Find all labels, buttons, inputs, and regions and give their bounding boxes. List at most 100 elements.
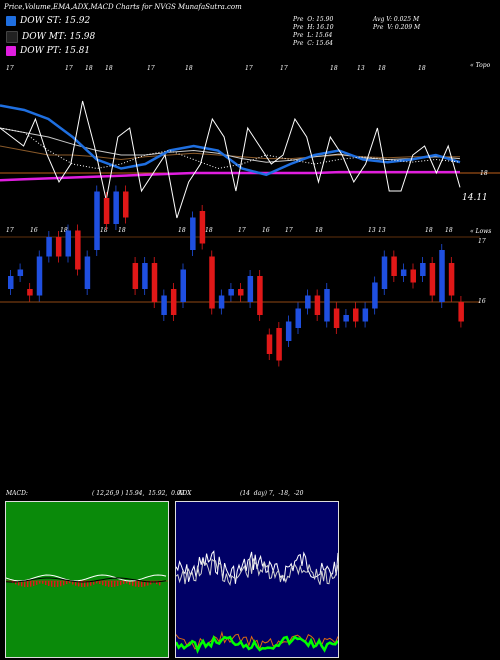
top-corner-label: « Topo [470,62,491,69]
macd-histogram [12,581,161,587]
macd-hist-bar [84,581,86,587]
top-right-value: 18 [480,170,488,177]
macd-hist-bar [27,581,29,587]
candle-body [391,256,397,276]
macd-hist-bar [129,581,131,585]
macd-hist-bar [99,581,101,584]
macd-hist-bar [69,581,71,584]
candle-tick-label: 18 [445,227,453,234]
macd-hist-bar [156,581,158,585]
macd-hist-bar [60,581,62,587]
legend-swatch-mt [6,31,18,43]
candle-body [209,256,215,309]
candle-body [103,198,110,224]
candle-body [420,263,426,276]
macd-params: ( 12,26,9 ) 15.94, 15.92, 0.02 [92,490,185,497]
candle-tick-labels: 17 16 18 18 18 18 18 17 16 17 18 13 13 18 18 [6,227,453,234]
legend-label-pt: DOW PT: 15.81 [20,46,91,56]
adx-params: (14 day) 7, -18, -20 [240,490,304,497]
macd-hist-bar [24,581,26,587]
candle-body [381,256,388,289]
macd-hist-bar [132,581,134,586]
candle-body [362,308,369,322]
candle-body [8,276,14,289]
macd-hist-bar [39,581,41,584]
candle-body [170,289,177,315]
ohlc-low: Pre L: 15.64 [293,32,333,39]
macd-hist-bar [102,581,104,586]
macd-hist-bar [144,581,146,587]
legend-dow-mt: DOW MT: 15.98 [6,31,95,43]
candle-tick-label: 13 [378,227,386,234]
macd-hist-bar [30,581,32,587]
macd-hist-bar [114,581,116,587]
adx-panel [175,501,339,658]
candle-right-label-2: 16 [478,298,486,305]
candle-body [372,282,378,309]
price-dotted-line [0,127,461,170]
candle-body [142,263,148,289]
legend-swatch-pt [6,46,16,56]
macd-hist-bar [33,581,35,586]
top-tick-label: 17 [245,65,253,72]
macd-hist-bar [126,581,128,584]
macd-hist-bar [78,581,80,587]
top-tick-label: 18 [105,65,113,72]
macd-label: MACD: [6,490,28,497]
ohlc-high: Pre H: 16.10 [293,24,334,31]
macd-hist-bar [135,581,137,587]
top-tick-label: 18 [185,65,193,72]
adx-plus-di-line [176,634,338,654]
macd-hist-bar [45,581,47,586]
top-tick-label: 18 [418,65,426,72]
top-tick-label: 17 [280,65,288,72]
macd-hist-bar [90,581,92,586]
candle-body [238,289,244,296]
macd-hist-bar [72,581,74,585]
candle-body [132,263,139,289]
candle-tick-label: 17 [238,227,246,234]
candle-body [285,321,292,341]
candle-body [123,191,129,218]
macd-hist-bar [159,581,161,586]
candle-tick-label: 17 [285,227,293,234]
macd-hist-bar [15,581,17,585]
candle-tick-label: 16 [262,227,270,234]
candle-body [276,328,282,361]
top-tick-label: 17 [65,65,73,72]
candle-body [75,230,81,270]
candle-body [410,269,416,283]
candle-body [448,263,455,296]
candles-group [8,185,464,367]
candle-body [218,295,225,309]
macd-signal-line [6,577,167,583]
candle-tick-label: 18 [100,227,108,234]
macd-hist-bar [150,581,152,585]
macd-hist-bar [42,581,44,584]
macd-hist-bar [96,581,98,584]
candle-body [113,191,119,224]
macd-hist-bar [117,581,119,587]
macd-hist-bar [36,581,38,585]
adx-label: ADX [178,490,192,497]
top-tick-label: 13 [357,65,365,72]
macd-hist-bar [81,581,83,587]
legend-label-st: DOW ST: 15.92 [20,16,91,26]
chart-title: Price,Volume,EMA,ADX,MACD Charts for NVG… [4,3,242,11]
candle-chart-svg: 17 16 18 18 18 18 18 17 16 17 18 13 13 18 18 [0,185,480,367]
macd-hist-bar [108,581,110,587]
macd-svg [6,574,168,587]
candle-tick-label: 17 [6,227,14,234]
macd-hist-bar [141,581,143,587]
candle-tick-label: 18 [205,227,213,234]
candle-body [333,308,340,328]
candle-body [161,295,167,315]
candle-tick-label: 13 [368,227,376,234]
ema-chart-svg: 17 17 18 18 17 18 17 17 18 13 18 18 [0,65,500,219]
macd-panel [5,501,169,658]
macd-hist-bar [18,581,20,586]
macd-hist-bar [75,581,77,586]
dow-pt-series-line [0,170,460,182]
macd-hist-bar [123,581,125,584]
top-tick-label: 18 [330,65,338,72]
